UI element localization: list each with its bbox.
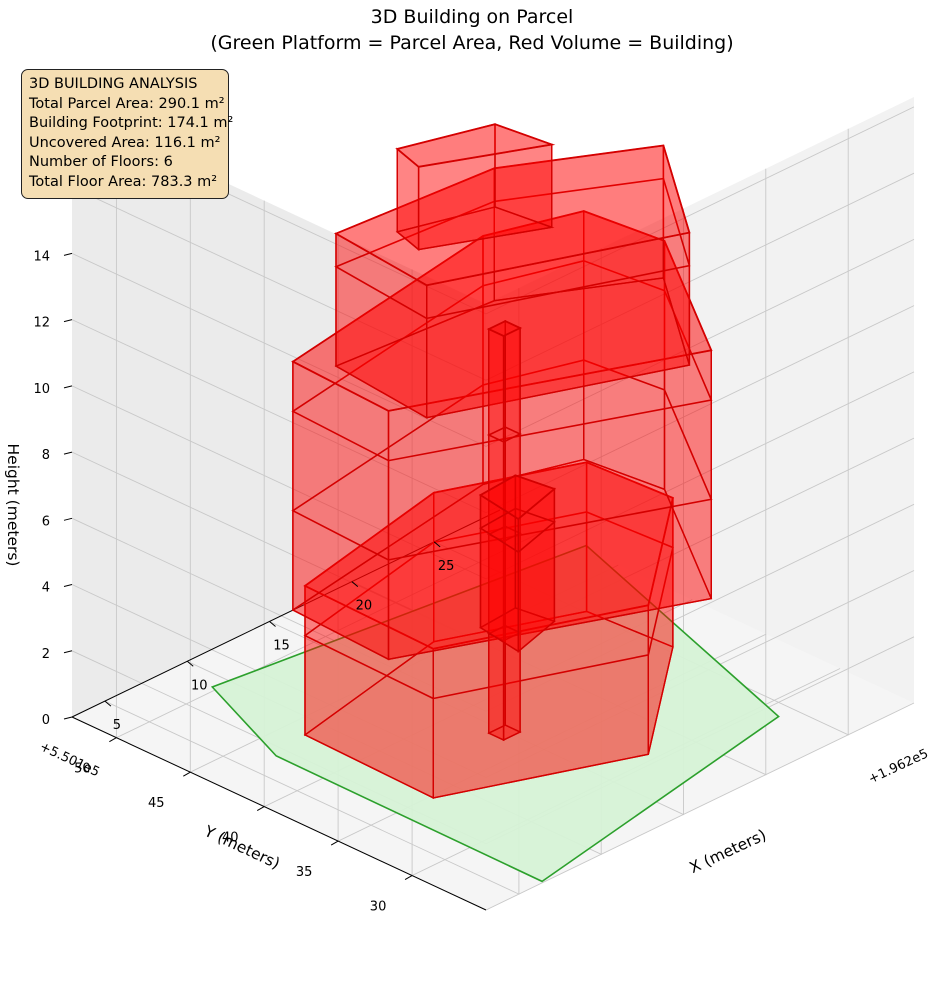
y-tick-label: 40 [222, 831, 239, 846]
z-tick-label: 4 [42, 581, 50, 596]
x-tick-label: 10 [191, 678, 208, 693]
x-axis-label: X (meters) [687, 826, 769, 877]
z-axis-label: Height (meters) [4, 444, 22, 567]
x-offset-label: +1.962e5 [866, 746, 931, 787]
parcel-polygon [210, 544, 780, 883]
y-tick-label: 30 [370, 900, 387, 915]
z-tick-mark [63, 385, 73, 389]
z-tick-mark [63, 517, 73, 521]
info-line-floors: Number of Floors: 6 [29, 154, 173, 171]
building-floor-outline [303, 511, 674, 700]
z-tick-label: 12 [33, 316, 50, 331]
x-axis-line [71, 509, 501, 718]
info-line-uncovered: Uncovered Area: 116.1 m² [29, 134, 221, 151]
z-tick-label: 0 [42, 713, 50, 728]
building-floor-outline [478, 507, 557, 554]
x-tick-mark [351, 581, 359, 588]
x-tick-label: 20 [356, 599, 373, 614]
x-tick-label: 25 [438, 559, 455, 574]
building-volume [291, 123, 713, 800]
y-tick-label: 50 [74, 762, 91, 777]
axis-lines [71, 509, 501, 911]
gridline-z [71, 172, 915, 381]
building-floor-outline [334, 177, 691, 320]
z-tick-mark [63, 650, 73, 654]
z-tick-mark [63, 451, 73, 455]
gridline-z [71, 238, 915, 447]
building-wall-face [479, 493, 519, 653]
y-tick-mark [330, 840, 339, 846]
building-analysis-box: 3D BUILDING ANALYSIS Total Parcel Area: … [21, 69, 234, 199]
y-tick-label: 35 [296, 865, 313, 880]
z-tick-label: 14 [33, 249, 50, 264]
z-tick-mark [63, 319, 73, 323]
building-roof-face [333, 144, 691, 287]
x-tick-label: 15 [273, 638, 290, 653]
z-tick-mark [63, 252, 73, 256]
y-axis-label: Y (meters) [201, 822, 283, 873]
building-floor-outline [291, 259, 713, 462]
building-roof-face [395, 123, 556, 168]
x-tick-label: 5 [113, 718, 121, 733]
z-tick-label: 2 [42, 647, 50, 662]
z-tick-mark [63, 584, 73, 588]
info-line-heading: 3D BUILDING ANALYSIS [29, 76, 198, 92]
info-line-footprint: Building Footprint: 174.1 m² [29, 115, 234, 132]
y-tick-mark [256, 806, 265, 812]
chart-subtitle: (Green Platform = Parcel Area, Red Volum… [210, 32, 734, 54]
x-tick-mark [104, 700, 112, 707]
z-tick-label: 6 [42, 514, 50, 529]
y-tick-mark [109, 737, 117, 743]
y-offset-label: +5.501e5 [37, 739, 102, 780]
building-roof-face [486, 320, 523, 337]
gridline-z [71, 371, 915, 580]
parcel-platform [210, 544, 780, 883]
z-tick-mark [63, 716, 73, 720]
x-tick-mark [186, 660, 194, 667]
info-line-floor-area: Total Floor Area: 783.3 m² [29, 173, 218, 190]
gridline-z [71, 305, 915, 514]
y-tick-label: 45 [148, 796, 165, 811]
z-tick-label: 8 [42, 448, 50, 463]
info-line-parcel-area: Total Parcel Area: 290.1 m² [29, 95, 225, 112]
x-tick-mark [433, 541, 441, 548]
building-roof-face [291, 210, 713, 412]
building-floor-outline [486, 426, 522, 443]
z-tick-label: 10 [33, 382, 50, 397]
building-roof-face [478, 474, 557, 521]
y-tick-mark [404, 875, 413, 880]
x-tick-mark [269, 621, 276, 627]
y-axis-line [71, 716, 487, 911]
y-tick-mark [183, 771, 191, 777]
chart-title: 3D Building on Parcel [370, 6, 574, 28]
building-floor-outline [291, 359, 713, 561]
